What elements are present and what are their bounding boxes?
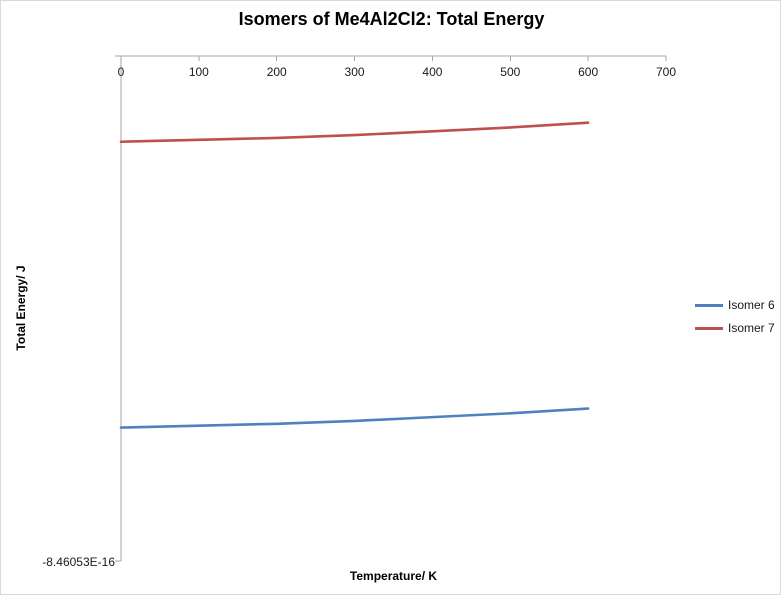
x-tick-label: 100 — [188, 65, 209, 79]
x-tick-label: 400 — [422, 65, 443, 79]
x-tick-label: 300 — [344, 65, 365, 79]
series-line-isomer-6 — [119, 407, 590, 429]
y-axis-tick-label: -8.46053E-16 — [42, 555, 115, 569]
x-tick-label: 700 — [655, 65, 677, 79]
x-tick-label: 500 — [500, 65, 521, 79]
x-axis-title: Temperature/ K — [349, 569, 438, 583]
legend-label: Isomer 7 — [728, 321, 775, 335]
series-line-isomer-7 — [119, 121, 590, 144]
chart-title: Isomers of Me4Al2Cl2: Total Energy — [238, 9, 545, 29]
legend-line-sample — [695, 326, 723, 330]
series-lines — [119, 121, 590, 429]
legend-item: Isomer 7 — [695, 321, 775, 335]
legend: Isomer 6 Isomer 7 — [695, 298, 775, 344]
x-tick-label: 200 — [266, 65, 287, 79]
legend-line-sample — [695, 303, 723, 307]
x-tick-label: 600 — [578, 65, 599, 79]
y-axis-title: Total Energy/ J — [14, 265, 28, 351]
x-tick-label: 0 — [117, 65, 125, 79]
legend-item: Isomer 6 — [695, 298, 775, 312]
legend-label: Isomer 6 — [728, 298, 775, 312]
axis-tick-marks — [115, 55, 667, 562]
